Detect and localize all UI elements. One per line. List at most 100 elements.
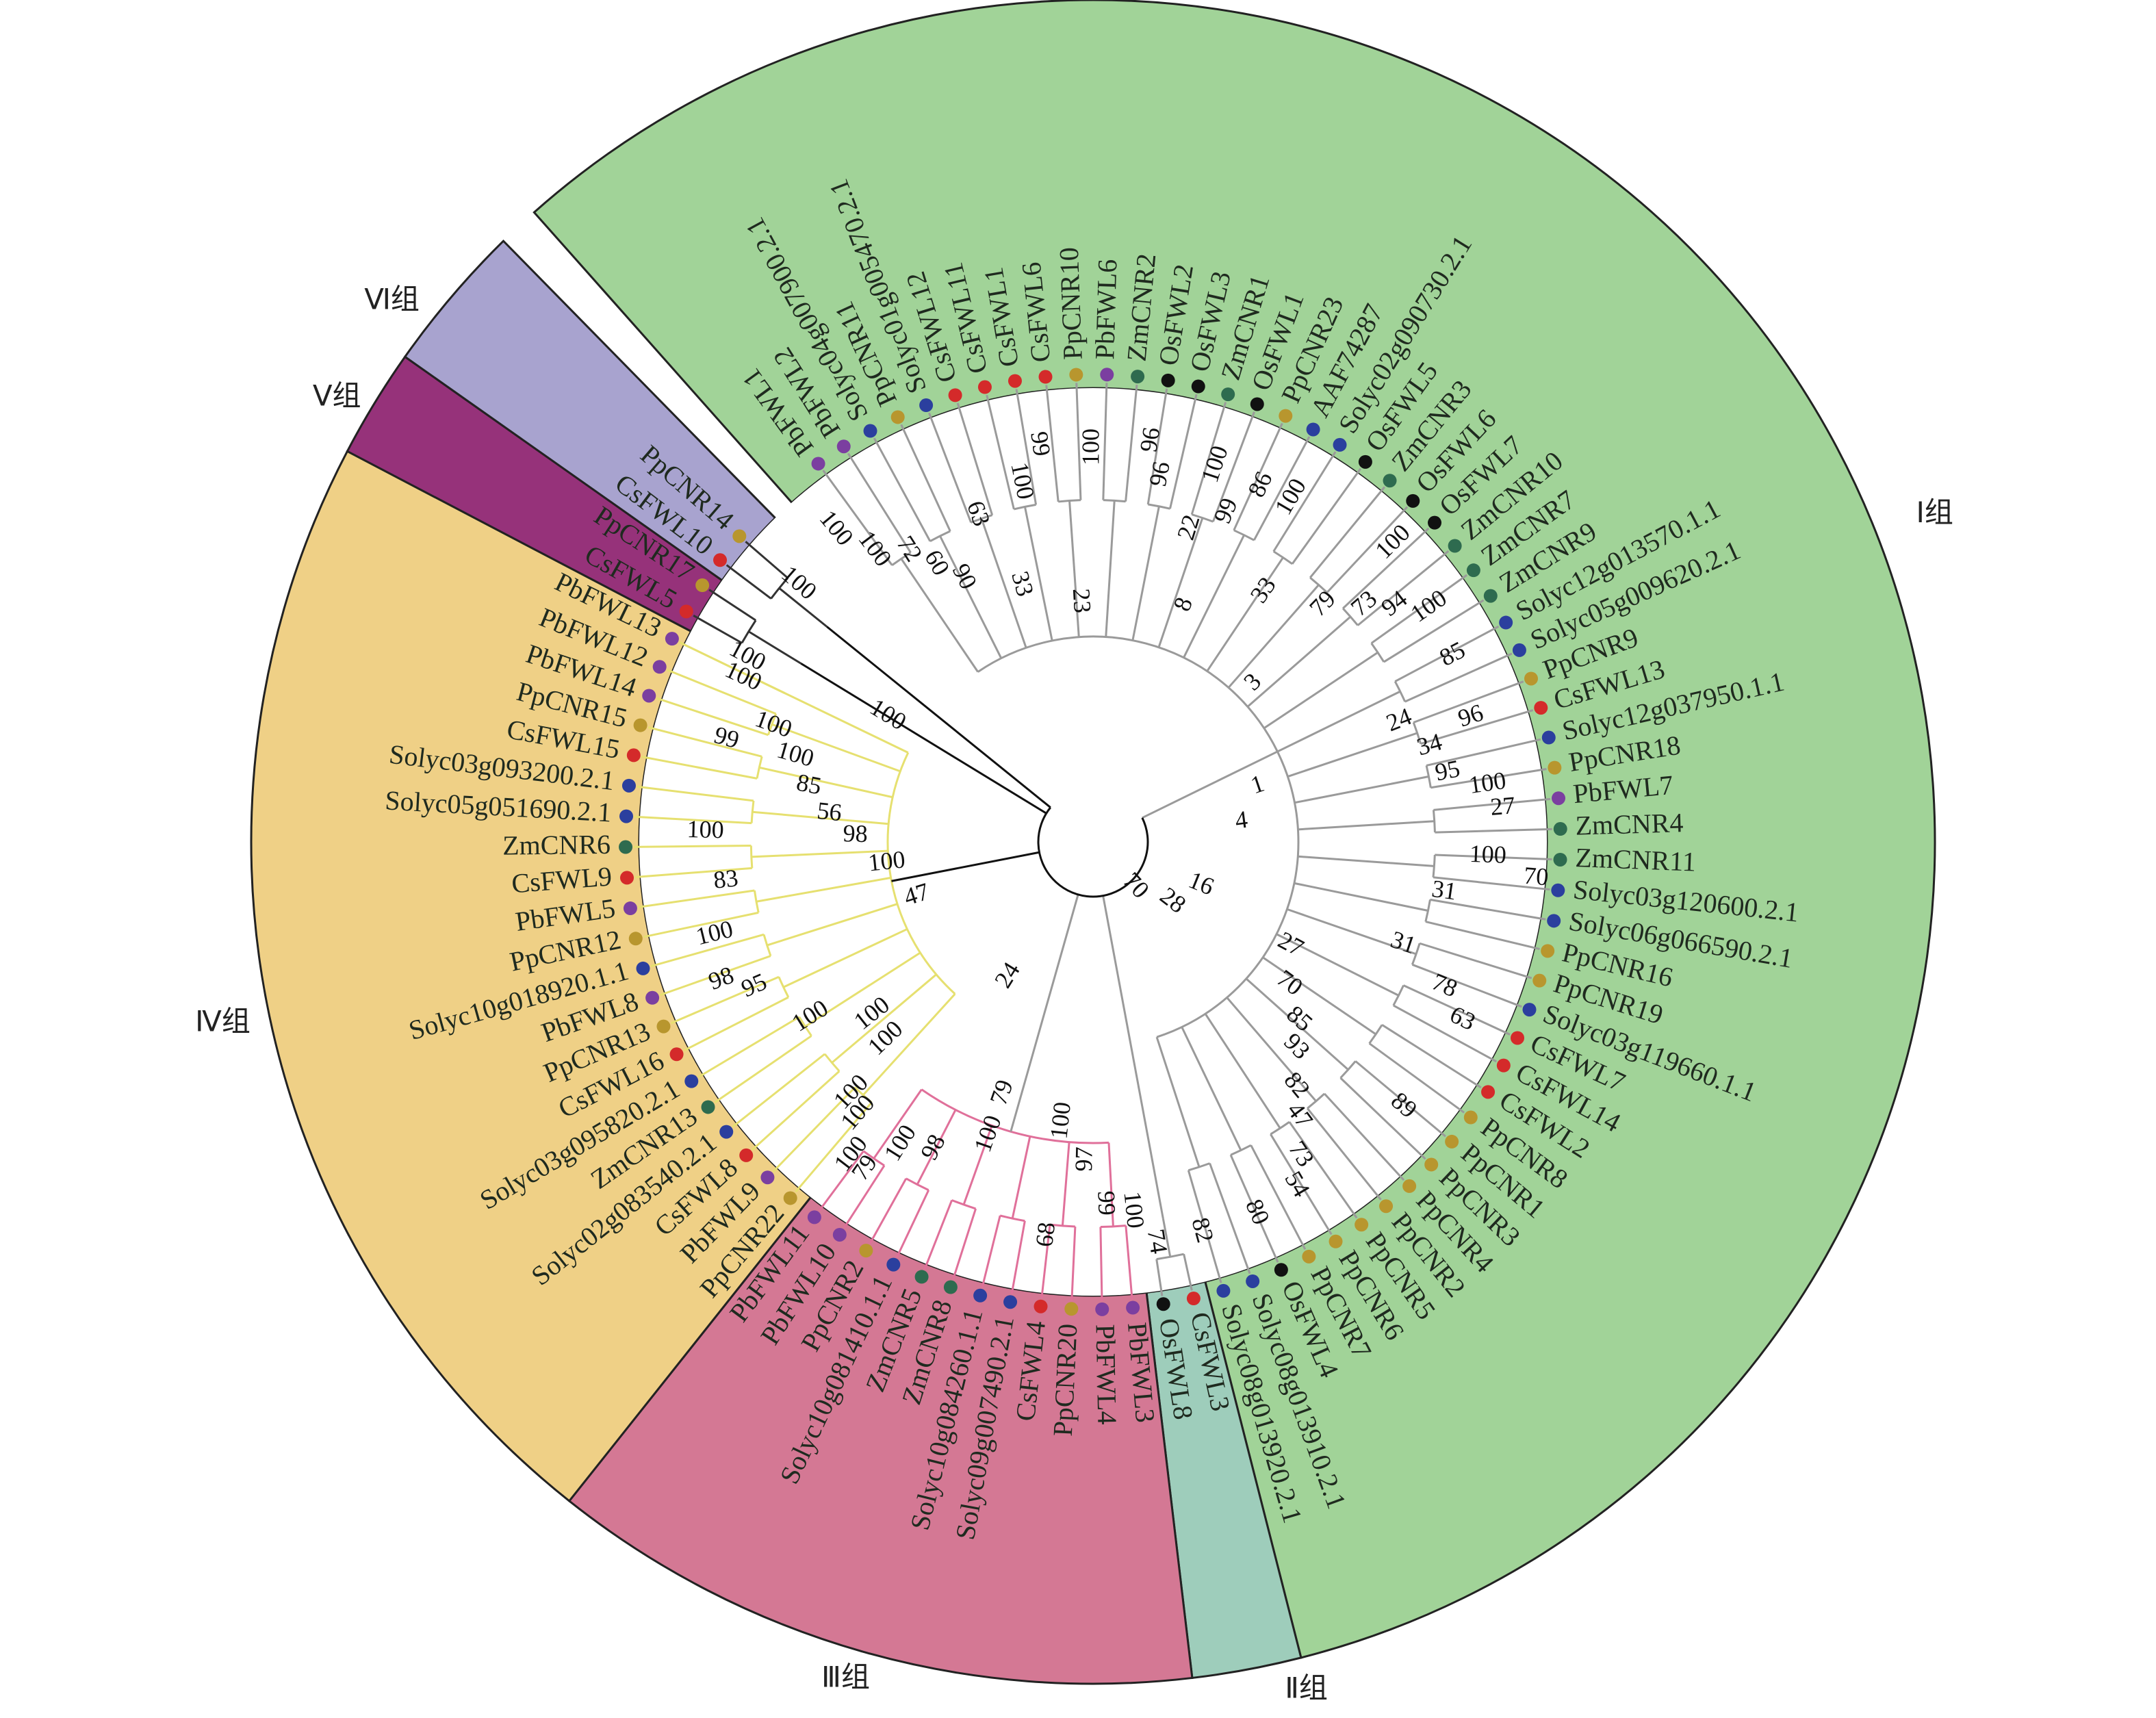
leaf-dot <box>863 424 877 438</box>
leaf-dot <box>1216 1283 1231 1298</box>
branch <box>1204 1013 1281 1129</box>
branch <box>778 587 828 628</box>
branch <box>1394 680 1407 702</box>
leaf-dot <box>739 1148 754 1162</box>
branch <box>928 412 972 523</box>
leaf-dot <box>1003 1295 1018 1309</box>
branch <box>1105 500 1116 637</box>
branch <box>1368 1042 1465 1114</box>
branch <box>854 1086 873 1103</box>
leaf-dot <box>619 840 633 854</box>
leaf-dot <box>1246 1274 1260 1288</box>
leaf-dot <box>1548 760 1562 775</box>
leaf-dot <box>859 1244 873 1258</box>
branch <box>1011 1136 1031 1219</box>
branch <box>1187 1170 1222 1283</box>
branch <box>1287 732 1418 778</box>
leaf-dot <box>1496 1058 1511 1073</box>
branch <box>823 1053 840 1072</box>
branch <box>1413 680 1524 723</box>
branch-support: 70 <box>1523 862 1550 891</box>
leaf-dot <box>620 871 634 885</box>
leaf-dot <box>1131 370 1145 384</box>
branch <box>800 663 1047 815</box>
branch <box>951 1199 977 1210</box>
leaf-dot <box>1274 1263 1288 1277</box>
branch <box>896 1190 930 1258</box>
branch <box>1068 500 1080 637</box>
branch <box>1298 855 1435 867</box>
branch <box>749 845 754 869</box>
leaf-dot <box>719 1125 734 1139</box>
leaf-dot <box>1428 515 1442 530</box>
leaf-dot <box>1532 973 1547 988</box>
branch <box>1010 894 1079 1132</box>
branch <box>1023 507 1053 641</box>
branch-support: 27 <box>1489 791 1516 821</box>
branch-support: 68 <box>1030 1220 1060 1248</box>
branch <box>1370 574 1468 644</box>
branch <box>667 669 777 715</box>
branch <box>634 844 752 848</box>
leaf-dot <box>1358 454 1372 469</box>
leaf-dot <box>1547 914 1561 928</box>
branch <box>1392 984 1404 1006</box>
leaf-dot <box>645 990 660 1005</box>
branch <box>756 876 891 903</box>
branch <box>1420 709 1534 745</box>
branch-support: 74 <box>1142 1227 1173 1256</box>
branch <box>1157 517 1204 648</box>
branch-support: 56 <box>816 797 843 827</box>
branch <box>679 641 786 695</box>
branch <box>862 993 956 1096</box>
group-label: Ⅰ组 <box>1916 498 1953 529</box>
branch <box>847 452 912 554</box>
branch <box>1263 651 1378 730</box>
branch <box>714 1035 812 1103</box>
branch-support: 95 <box>1433 754 1462 786</box>
leaf-dot <box>1161 373 1175 387</box>
leaf-dot <box>636 961 650 975</box>
leaf-dot <box>836 439 851 454</box>
branch <box>891 552 912 566</box>
branch <box>647 726 762 758</box>
branch <box>1323 1092 1405 1181</box>
branch <box>1430 898 1546 921</box>
leaf-dot <box>626 748 641 762</box>
branch-support: 85 <box>795 768 824 799</box>
group-label: Ⅱ组 <box>1285 1674 1328 1705</box>
leaf-dot <box>1466 563 1480 578</box>
branch <box>650 933 765 968</box>
branch <box>753 890 760 913</box>
leaf-dot <box>652 660 667 674</box>
branch <box>1103 499 1126 503</box>
branch <box>1342 527 1430 609</box>
leaf-dot <box>760 1170 775 1185</box>
branch <box>784 692 909 754</box>
branch <box>1155 1259 1164 1296</box>
branch <box>693 614 743 644</box>
branch <box>1425 921 1540 950</box>
branch-support: 97 <box>1070 1146 1098 1172</box>
leaf-dot <box>628 932 643 946</box>
branch <box>1355 1060 1446 1138</box>
branch <box>1162 1218 1172 1257</box>
leaf-dot <box>1522 1003 1537 1017</box>
branch <box>1393 1004 1498 1063</box>
branch <box>634 867 752 878</box>
branch <box>634 815 752 825</box>
branch <box>1131 506 1160 641</box>
branch <box>929 530 951 543</box>
branch <box>1209 1163 1251 1274</box>
leaf-label: ZmCNR6 <box>502 829 611 861</box>
branch <box>670 975 780 1025</box>
leaf-dot <box>732 529 747 543</box>
branch-support: 100 <box>1118 1190 1149 1230</box>
branch <box>1183 535 1245 658</box>
branch <box>752 810 889 825</box>
leaf-dot <box>919 398 934 413</box>
group-label: Ⅲ组 <box>821 1663 870 1694</box>
group-bands <box>250 0 1936 1685</box>
leaf-dot <box>1100 368 1114 382</box>
leaf-dot <box>1008 374 1022 388</box>
